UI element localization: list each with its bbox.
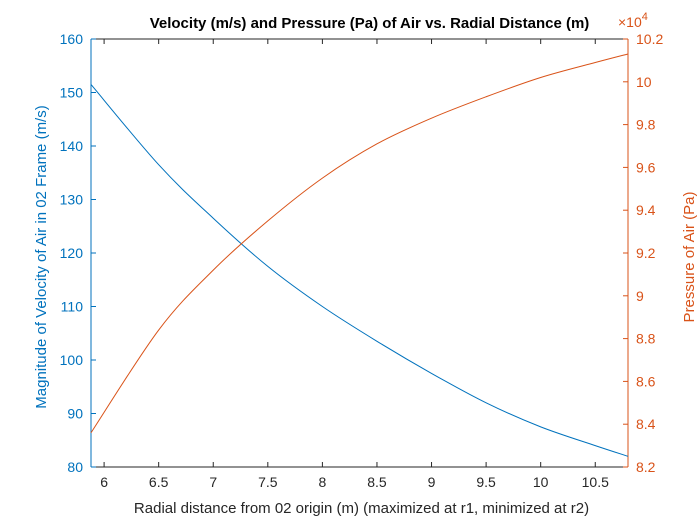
y-right-tick-label: 10.2	[636, 31, 663, 47]
y-right-tick-label: 9.8	[636, 117, 656, 133]
y-right-tick-label: 10	[636, 74, 652, 90]
y-left-tick-label: 140	[60, 138, 84, 154]
x-tick-label: 7.5	[258, 474, 278, 490]
y-left-tick-label: 150	[60, 85, 84, 101]
velocity-series-line	[90, 84, 629, 457]
y-left-tick-label: 110	[61, 299, 84, 315]
right-axis-exponent: ×104	[618, 11, 648, 30]
x-tick-label: 7	[209, 474, 217, 490]
x-tick-label: 8	[318, 474, 326, 490]
series-layer	[90, 53, 629, 457]
x-axis-label: Radial distance from 02 origin (m) (maxi…	[134, 500, 589, 517]
y-left-tick-label: 100	[60, 352, 84, 368]
y-left-tick-label: 80	[67, 459, 83, 475]
plot-area	[91, 39, 628, 467]
y-right-tick-label: 9	[636, 288, 644, 304]
x-tick-label: 9.5	[476, 474, 496, 490]
exponent-base: ×10	[618, 14, 642, 30]
y-right-tick-label: 9.2	[636, 245, 656, 261]
y-left-tick-label: 90	[67, 406, 83, 422]
y-left-tick-label: 160	[60, 31, 84, 47]
x-tick-label: 6	[100, 474, 108, 490]
y-left-tick-label: 130	[60, 192, 84, 208]
labels: 6 6.5 7 7.5 8 8.5 9 9.5 10 10.5 80 90 100 110 120 130 14…	[33, 11, 698, 517]
y-right-tick-label: 8.6	[636, 373, 656, 389]
y-right-tick-label: 8.8	[636, 331, 656, 347]
x-tick-label: 9	[428, 474, 436, 490]
y-right-tick-label: 9.6	[636, 159, 656, 175]
y-right-tick-label: 9.4	[636, 202, 656, 218]
y-left-tick-label: 120	[60, 245, 84, 261]
pressure-series-line	[90, 53, 629, 434]
y-right-tick-label: 8.4	[636, 416, 656, 432]
x-tick-label: 10	[533, 474, 549, 490]
axes	[90, 38, 629, 468]
plot-background	[91, 39, 628, 467]
y-right-axis-label: Pressure of Air (Pa)	[681, 192, 698, 323]
y-left-axis-label: Magnitude of Velocity of Air in 02 Frame…	[33, 105, 50, 408]
x-tick-label: 6.5	[149, 474, 169, 490]
exponent-power: 4	[642, 11, 648, 23]
x-tick-label: 10.5	[582, 474, 609, 490]
x-tick-label: 8.5	[367, 474, 387, 490]
chart-title: Velocity (m/s) and Pressure (Pa) of Air …	[150, 15, 590, 32]
y-right-tick-label: 8.2	[636, 459, 656, 475]
